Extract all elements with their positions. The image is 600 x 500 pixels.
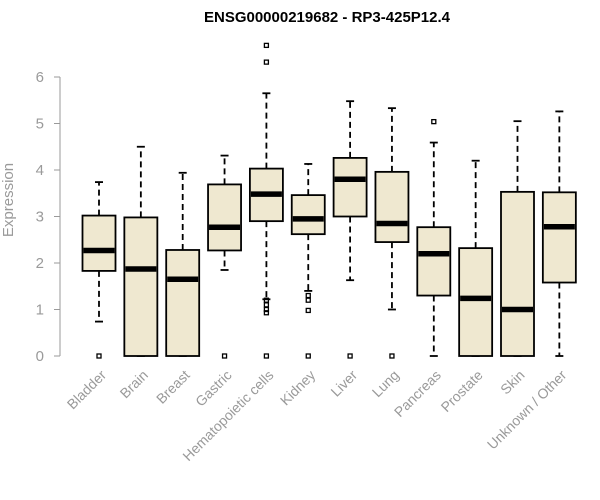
box-iqr — [165, 249, 201, 357]
box-iqr — [416, 226, 452, 297]
y-tick-label: 0 — [36, 348, 44, 365]
box-kidney — [290, 163, 326, 359]
outlier-point — [263, 306, 270, 313]
outlier-point — [305, 353, 311, 359]
outlier-point — [389, 353, 395, 359]
y-tick-label: 4 — [36, 162, 44, 179]
outlier-point — [263, 42, 270, 49]
category-label: Skin — [497, 367, 528, 398]
box-brain — [123, 145, 159, 357]
box-unknown-other — [541, 110, 577, 357]
outlier-point — [263, 353, 270, 359]
box-lung — [374, 107, 410, 359]
outlier-point — [263, 297, 270, 303]
box-gastric — [207, 154, 242, 359]
outlier-point — [263, 310, 270, 316]
outlier-point — [431, 118, 437, 125]
box-iqr — [541, 191, 577, 284]
box-liver — [332, 100, 368, 359]
y-tick-label: 3 — [36, 209, 44, 226]
y-tick-label: 5 — [36, 116, 44, 133]
outlier-point — [96, 353, 102, 359]
y-tick-label: 1 — [36, 302, 44, 319]
category-label: Lung — [369, 367, 402, 400]
outlier-point — [305, 297, 311, 303]
outlier-point — [263, 302, 270, 308]
outlier-point — [263, 59, 270, 65]
box-pancreas — [416, 118, 452, 357]
category-label: Brain — [117, 367, 151, 401]
box-skin — [500, 120, 535, 357]
y-tick-label: 2 — [36, 255, 44, 272]
outlier-point — [305, 292, 311, 299]
category-label: Liver — [327, 367, 360, 400]
outlier-point — [347, 353, 353, 359]
boxes-group — [81, 42, 577, 359]
box-hematopoietic-cells — [248, 42, 284, 359]
box-prostate — [458, 159, 494, 357]
category-label: Unknown / Other — [484, 367, 570, 453]
box-iqr — [500, 190, 535, 357]
category-label: Prostate — [438, 367, 486, 415]
outlier-point — [221, 353, 228, 359]
box-iqr — [458, 247, 494, 357]
box-iqr — [123, 216, 159, 357]
category-label: Pancreas — [391, 367, 444, 420]
y-axis: 0 1 2 3 4 5 6 — [36, 69, 61, 365]
box-breast — [165, 171, 201, 357]
category-label: Kidney — [277, 367, 319, 409]
y-tick-label: 6 — [36, 69, 44, 86]
outlier-point — [305, 307, 311, 314]
category-label: Breast — [153, 367, 193, 407]
y-axis-label: Expression — [0, 163, 17, 237]
category-label: Bladder — [64, 367, 110, 413]
box-bladder — [81, 181, 117, 359]
box-iqr — [374, 170, 410, 243]
box-iqr — [207, 183, 242, 252]
box-iqr — [332, 157, 368, 218]
chart-title: ENSG00000219682 - RP3-425P12.4 — [204, 9, 451, 26]
box-iqr — [81, 214, 117, 272]
box-iqr — [290, 194, 326, 236]
